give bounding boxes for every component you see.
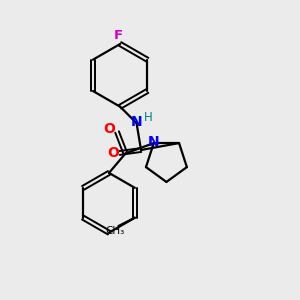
Text: H: H: [143, 111, 152, 124]
Text: F: F: [114, 29, 123, 42]
Text: CH₃: CH₃: [105, 226, 124, 236]
Text: O: O: [107, 146, 119, 160]
Text: N: N: [130, 115, 142, 129]
Text: N: N: [147, 135, 159, 149]
Text: O: O: [104, 122, 116, 136]
